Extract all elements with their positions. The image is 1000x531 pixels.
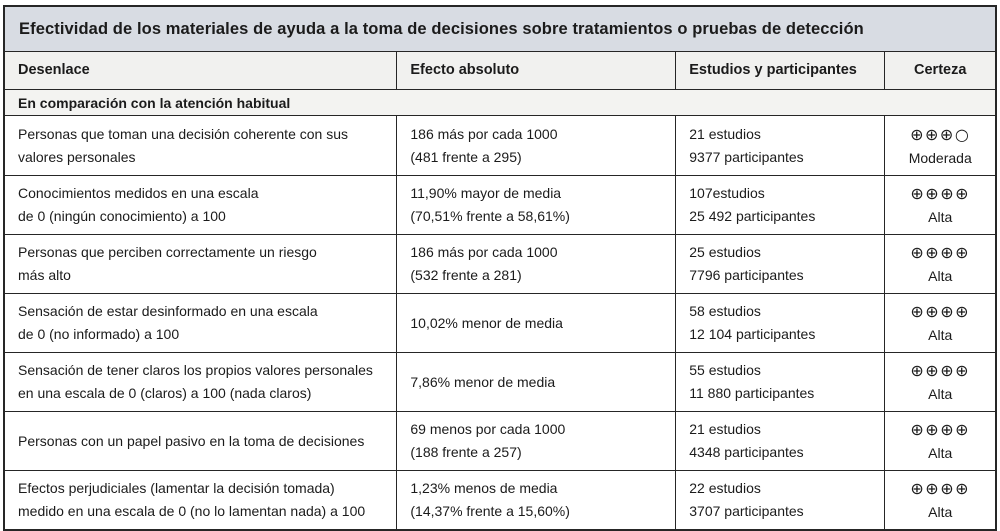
outcome-cell: Efectos perjudiciales (lamentar la decis… xyxy=(5,471,398,529)
certainty-label: Alta xyxy=(928,504,953,520)
outcome-line: Personas que perciben correctamente un r… xyxy=(18,244,317,260)
studies-line: 22 estudios xyxy=(689,480,761,496)
outcome-line: de 0 (no informado) a 100 xyxy=(18,326,180,342)
certainty-cell: ⊕⊕⊕⊕ Alta xyxy=(885,294,995,352)
effect-line: (532 frente a 281) xyxy=(410,267,522,283)
studies-line: 7796 participantes xyxy=(689,267,804,283)
studies-cell: 58 estudios 12 104 participantes xyxy=(676,294,886,352)
outcome-cell: Sensación de estar desinformado en una e… xyxy=(5,294,398,352)
effect-cell: 186 más por cada 1000 (481 frente a 295) xyxy=(397,116,677,175)
outcome-line: valores personales xyxy=(18,148,136,165)
effect-line: (70,51% frente a 58,61%) xyxy=(410,208,570,224)
column-header-estudios-participantes: Estudios y participantes xyxy=(676,52,886,89)
column-header-certeza: Certeza xyxy=(914,62,967,78)
effect-line: 69 menos por cada 1000 xyxy=(410,421,566,437)
studies-line: 21 estudios xyxy=(689,421,761,437)
grade-certainty-symbols: ⊕⊕⊕⊕ xyxy=(910,479,971,498)
outcome-line: de 0 (ningún conocimiento) a 100 xyxy=(18,208,226,224)
table-row: Personas con un papel pasivo en la toma … xyxy=(5,412,995,471)
grade-certainty-symbols: ⊕⊕⊕⊕ xyxy=(910,302,971,321)
column-header-efecto-absoluto: Efecto absoluto xyxy=(397,52,677,89)
effect-line: (481 frente a 295) xyxy=(410,148,522,165)
outcome-cell: Conocimientos medidos en una escala de 0… xyxy=(5,176,398,234)
table-row: Sensación de estar desinformado en una e… xyxy=(5,294,995,353)
outcome-line: Sensación de tener claros los propios va… xyxy=(18,362,373,378)
outcome-line: Sensación de estar desinformado en una e… xyxy=(18,303,318,319)
outcome-line: Conocimientos medidos en una escala xyxy=(18,185,259,201)
grade-certainty-symbols: ⊕⊕⊕⊕ xyxy=(910,420,971,439)
outcome-line: Personas con un papel pasivo en la toma … xyxy=(18,432,365,449)
certainty-label: Alta xyxy=(928,327,953,343)
effect-cell: 11,90% mayor de media (70,51% frente a 5… xyxy=(397,176,677,234)
studies-line: 25 estudios xyxy=(689,244,761,260)
studies-line: 4348 participantes xyxy=(689,444,804,460)
certainty-cell: ⊕⊕⊕⊕ Alta xyxy=(885,412,995,470)
studies-line: 55 estudios xyxy=(689,362,761,378)
outcome-line: Efectos perjudiciales (lamentar la decis… xyxy=(18,480,335,496)
certainty-label: Alta xyxy=(928,268,953,284)
outcome-line: en una escala de 0 (claros) a 100 (nada … xyxy=(18,385,312,401)
effect-line: (14,37% frente a 15,60%) xyxy=(410,503,570,519)
effect-cell: 69 menos por cada 1000 (188 frente a 257… xyxy=(397,412,677,470)
effect-cell: 10,02% menor de media xyxy=(397,294,677,352)
certainty-cell: ⊕⊕⊕⊕ Alta xyxy=(885,176,995,234)
studies-cell: 21 estudios 4348 participantes xyxy=(676,412,886,470)
grade-certainty-symbols: ⊕⊕⊕○ xyxy=(910,124,971,144)
outcome-line: medido en una escala de 0 (no lo lamenta… xyxy=(18,503,366,519)
outcome-cell: Personas con un papel pasivo en la toma … xyxy=(5,412,398,470)
studies-line: 9377 participantes xyxy=(689,148,804,165)
effect-line: 10,02% menor de media xyxy=(410,314,563,331)
effect-line: 1,23% menos de media xyxy=(410,480,558,496)
studies-line: 11 880 participantes xyxy=(689,385,815,401)
grade-certainty-symbols: ⊕⊕⊕⊕ xyxy=(910,361,971,380)
table-row: Conocimientos medidos en una escala de 0… xyxy=(5,176,995,235)
effect-line: 186 más por cada 1000 xyxy=(410,244,558,260)
studies-cell: 55 estudios 11 880 participantes xyxy=(676,353,886,411)
effect-line: 11,90% mayor de media xyxy=(410,185,562,201)
studies-cell: 21 estudios 9377 participantes xyxy=(676,116,886,175)
studies-cell: 107estudios 25 492 participantes xyxy=(676,176,886,234)
header-row: Desenlace Efecto absoluto Estudios y par… xyxy=(5,52,995,90)
certainty-cell: ⊕⊕⊕⊕ Alta xyxy=(885,471,995,529)
certainty-cell: ⊕⊕⊕⊕ Alta xyxy=(885,353,995,411)
table-row: Efectos perjudiciales (lamentar la decis… xyxy=(5,471,995,529)
certainty-cell: ⊕⊕⊕⊕ Alta xyxy=(885,235,995,293)
outcome-cell: Sensación de tener claros los propios va… xyxy=(5,353,398,411)
effect-line: 186 más por cada 1000 xyxy=(410,125,558,142)
studies-cell: 25 estudios 7796 participantes xyxy=(676,235,886,293)
effect-line: (188 frente a 257) xyxy=(410,444,522,460)
table-row: Personas que perciben correctamente un r… xyxy=(5,235,995,294)
studies-line: 58 estudios xyxy=(689,303,761,319)
summary-of-findings-table: Efectividad de los materiales de ayuda a… xyxy=(3,5,997,531)
certainty-cell: ⊕⊕⊕○ Moderada xyxy=(885,116,995,175)
certainty-label: Alta xyxy=(928,386,953,402)
studies-line: 3707 participantes xyxy=(689,503,804,519)
certainty-label: Alta xyxy=(928,209,953,225)
studies-line: 25 492 participantes xyxy=(689,208,816,224)
effect-line: 7,86% menor de media xyxy=(410,373,556,390)
effect-cell: 7,86% menor de media xyxy=(397,353,677,411)
table-row: Sensación de tener claros los propios va… xyxy=(5,353,995,412)
column-header-desenlace: Desenlace xyxy=(5,52,398,89)
grade-certainty-symbols: ⊕⊕⊕⊕ xyxy=(910,243,971,262)
studies-line: 107estudios xyxy=(689,185,765,201)
outcome-line: más alto xyxy=(18,267,71,283)
certainty-label: Moderada xyxy=(908,149,972,166)
effect-cell: 186 más por cada 1000 (532 frente a 281) xyxy=(397,235,677,293)
studies-line: 21 estudios xyxy=(689,125,761,142)
outcome-cell: Personas que perciben correctamente un r… xyxy=(5,235,398,293)
studies-line: 12 104 participantes xyxy=(689,326,816,342)
table-title: Efectividad de los materiales de ayuda a… xyxy=(5,7,995,52)
studies-cell: 22 estudios 3707 participantes xyxy=(676,471,886,529)
section-header: En comparación con la atención habitual xyxy=(5,90,995,116)
grade-certainty-symbols: ⊕⊕⊕⊕ xyxy=(910,184,971,203)
outcome-cell: Personas que toman una decisión coherent… xyxy=(5,116,398,175)
table-row: Personas que toman una decisión coherent… xyxy=(5,116,995,176)
effect-cell: 1,23% menos de media (14,37% frente a 15… xyxy=(397,471,677,529)
certainty-label: Alta xyxy=(928,445,953,461)
outcome-line: Personas que toman una decisión coherent… xyxy=(18,125,348,142)
